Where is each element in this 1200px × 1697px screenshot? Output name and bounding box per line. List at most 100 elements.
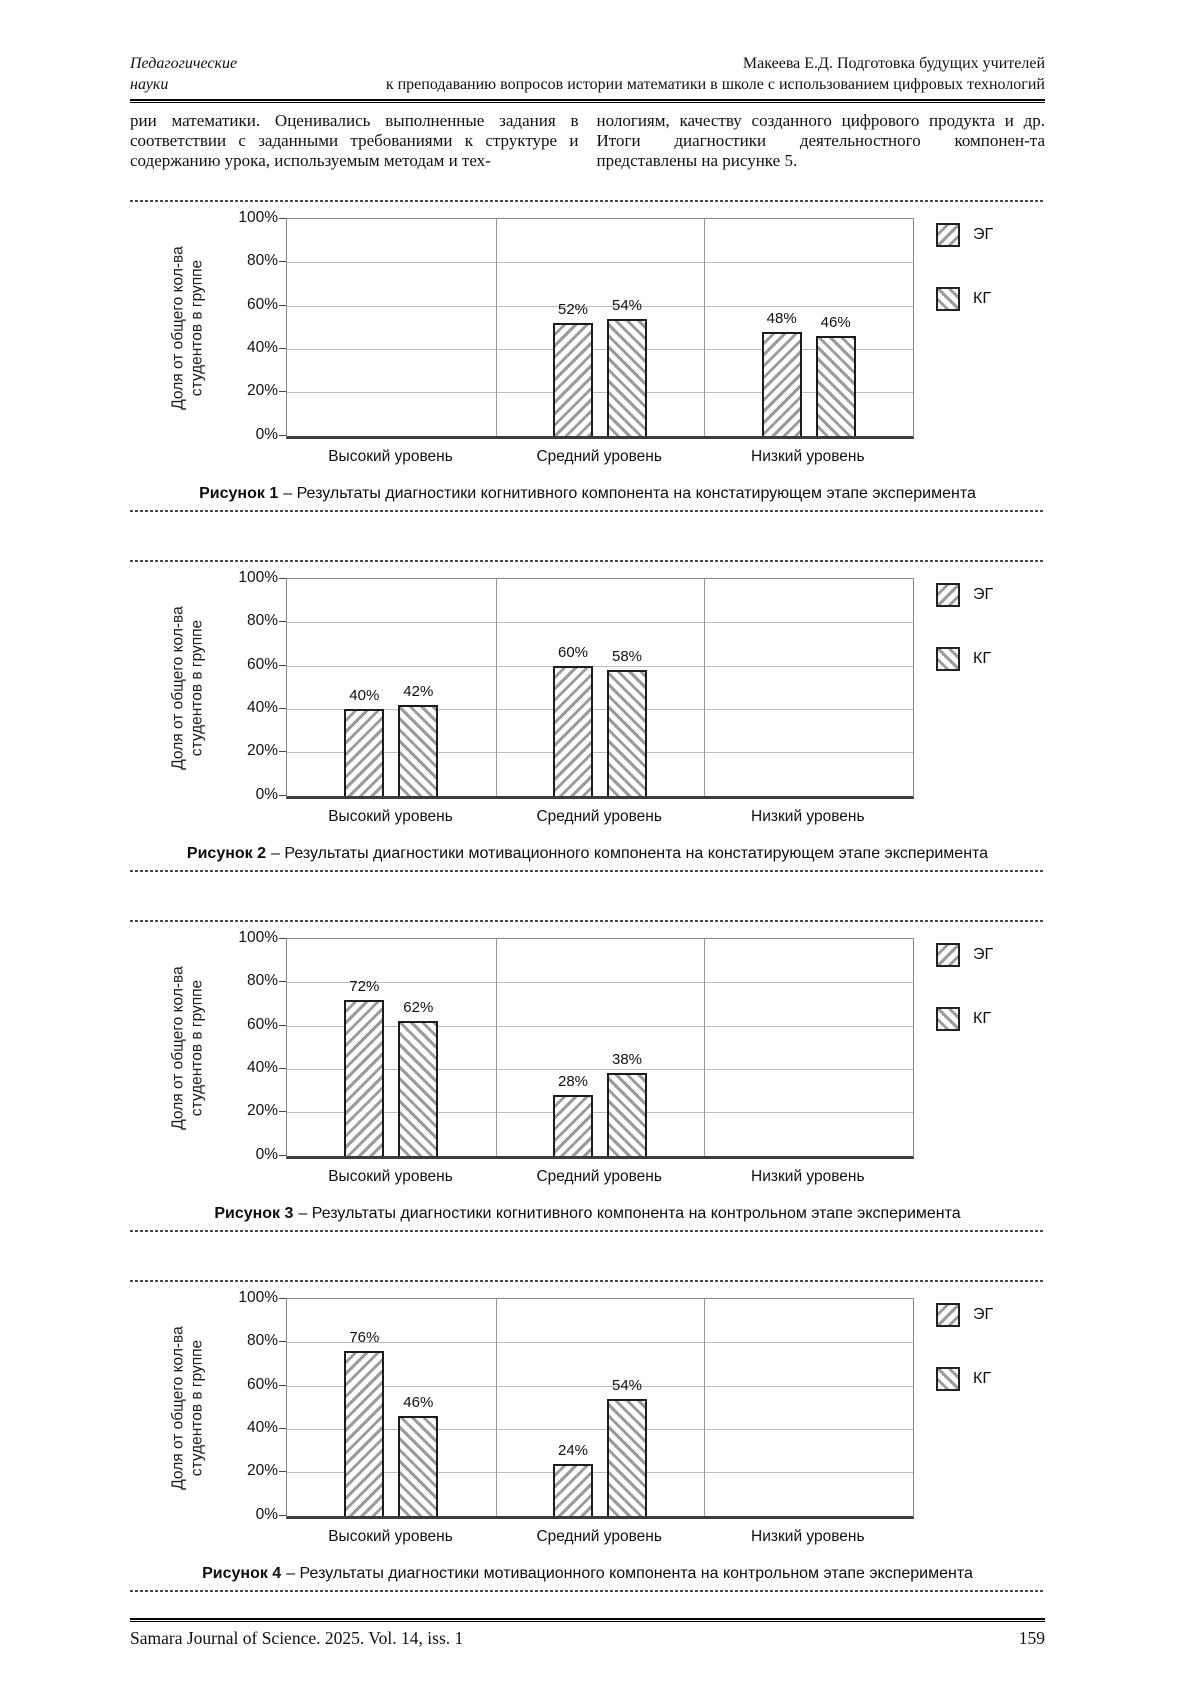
x-category-label: Средний уровень (536, 447, 662, 465)
bar-value-label: 72% (349, 977, 380, 995)
running-head-section-line2: науки (130, 75, 169, 93)
y-tick-label: 0% (255, 785, 278, 803)
y-axis-title-text: Доля от общего кол-ва студентов в группе (168, 202, 207, 454)
vertical-gridline (495, 218, 497, 436)
y-tick-label: 20% (246, 1462, 278, 1480)
running-head-article-line1: Макеева Е.Д. Подготовка будущих учителей (742, 55, 1045, 72)
bar-value-label: 48% (766, 309, 797, 327)
legend-swatch-eg (936, 942, 960, 967)
legend: ЭГ КГ (936, 1290, 993, 1391)
vertical-gridline (495, 1298, 497, 1516)
y-tick-label: 100% (238, 1288, 278, 1306)
bar-value-label: 54% (611, 296, 643, 314)
y-axis-title: Доля от общего кол-ва студентов в группе (160, 1290, 215, 1542)
x-category-label: Средний уровень (536, 1527, 662, 1545)
horizontal-gridline (287, 708, 913, 710)
x-category-label: Высокий уровень (328, 1167, 453, 1185)
bar-chart-1: Доля от общего кол-ва студентов в группе 5… (130, 209, 1045, 465)
legend-item-eg: ЭГ (936, 1302, 993, 1327)
y-tick-mark (279, 391, 286, 393)
y-axis-title: Доля от общего кол-ва студентов в группе (160, 210, 215, 462)
vertical-gridline (704, 938, 706, 1156)
bar-eg-cat1 (344, 1350, 385, 1516)
y-axis-title-line: студентов в группе (188, 259, 206, 396)
horizontal-gridline (287, 1342, 913, 1344)
y-tick-mark (279, 621, 286, 623)
plot-area: 40% 42% 60% 58% 0% 20% 40% 60% 80% 100% Высокий ур… (238, 569, 914, 825)
y-tick-label: 20% (246, 382, 278, 400)
y-tick-mark (279, 1297, 286, 1299)
horizontal-gridline (287, 1428, 913, 1430)
legend-item-kg: КГ (936, 1366, 993, 1391)
legend-swatch-kg (936, 286, 960, 311)
bar-value-label: 58% (611, 647, 643, 665)
running-head-article: Макеева Е.Д. Подготовка будущих учителей… (386, 54, 1045, 96)
legend-swatch-kg (936, 1006, 960, 1031)
bar-eg-cat2 (553, 322, 593, 436)
y-tick-mark (279, 751, 286, 753)
running-head-article-line2: к преподаванию вопросов истории математи… (385, 75, 1045, 93)
horizontal-gridline (287, 982, 913, 984)
y-tick-label: 60% (246, 1015, 278, 1033)
y-tick-mark (279, 1514, 286, 1516)
figure-caption: Рисунок 2 – Результаты диагностики мотива… (130, 844, 1045, 864)
y-tick-label: 100% (238, 568, 278, 586)
y-tick-label: 80% (246, 612, 278, 630)
bar-value-label: 46% (820, 313, 851, 331)
bar-kg-cat1 (398, 704, 439, 796)
bar-chart-3: Доля от общего кол-ва студентов в группе 7… (130, 929, 1045, 1185)
bar-kg-cat2 (607, 1073, 647, 1156)
figure-block-2: Доля от общего кол-ва студентов в группе 4… (130, 558, 1045, 874)
page-number: 159 (1018, 1627, 1045, 1648)
horizontal-gridline (287, 622, 913, 624)
horizontal-gridline (287, 348, 913, 350)
figure-caption-label: Рисунок 2 (186, 844, 266, 862)
figure-caption-label: Рисунок 3 (214, 1204, 294, 1222)
y-tick-mark (279, 1154, 286, 1156)
y-tick-mark (279, 1111, 286, 1113)
horizontal-gridline (287, 665, 913, 667)
bar-chart-4: Доля от общего кол-ва студентов в группе 7… (130, 1288, 1045, 1545)
bar-kg-cat1 (398, 1021, 439, 1156)
running-head-section: Педагогические науки (130, 54, 237, 96)
legend-label-kg: КГ (973, 649, 991, 667)
legend-item-kg: КГ (936, 286, 993, 311)
plot-canvas: 52% 54% 48% 46% (286, 217, 914, 439)
y-tick-label: 80% (246, 1332, 278, 1350)
journal-title: Samara Journal of Science. 2025. Vol. 14… (130, 1627, 464, 1648)
figure-caption: Рисунок 1– Результаты диагностики когнит… (130, 484, 1045, 504)
legend-swatch-eg (936, 222, 960, 247)
y-tick-label: 0% (255, 1145, 278, 1163)
y-tick-label: 60% (246, 295, 278, 313)
bar-kg-cat1 (398, 1415, 439, 1516)
bar-value-label: 62% (403, 999, 434, 1017)
bar-value-label: 46% (403, 1393, 434, 1411)
y-tick-label: 40% (246, 1418, 278, 1436)
figure-block-1: Доля от общего кол-ва студентов в группе 5… (130, 198, 1045, 514)
bar-value-label: 28% (557, 1072, 589, 1090)
legend-item-eg: ЭГ (936, 942, 993, 967)
vertical-gridline (495, 938, 497, 1156)
body-text: рии математики. Оценивались выполненные … (130, 111, 1045, 172)
y-tick-mark (279, 347, 286, 349)
plot-canvas: 72% 62% 28% 38% (286, 937, 914, 1159)
legend: ЭГ КГ (936, 570, 993, 671)
y-tick-label: 20% (246, 742, 278, 760)
y-axis-title-text: Доля от общего кол-ва студентов в группе (168, 922, 207, 1174)
body-text-left-column: рии математики. Оценивались выполненные … (130, 110, 579, 171)
plot-canvas: 40% 42% 60% 58% (286, 577, 914, 799)
y-axis-title: Доля от общего кол-ва студентов в группе (160, 930, 215, 1182)
horizontal-gridline (287, 1112, 913, 1114)
bar-eg-cat1 (344, 708, 385, 796)
y-tick-mark (279, 1471, 286, 1473)
bar-eg-cat2 (553, 1463, 593, 1516)
legend: ЭГ КГ (936, 930, 993, 1031)
bar-eg-cat3 (761, 331, 802, 436)
legend-item-eg: ЭГ (936, 582, 993, 607)
figure-caption-label: Рисунок 1 (199, 484, 279, 502)
bar-value-label: 42% (403, 682, 434, 700)
y-axis-title-line: Доля от общего кол-ва (169, 966, 187, 1130)
y-axis-title-line: Доля от общего кол-ва (169, 606, 187, 770)
vertical-gridline (704, 1298, 706, 1516)
